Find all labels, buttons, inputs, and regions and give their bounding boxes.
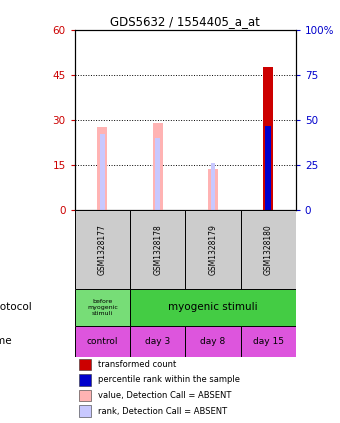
Text: transformed count: transformed count [98,360,176,369]
Bar [100,134,105,210]
Bar [79,390,91,401]
FancyBboxPatch shape [130,210,185,289]
Bar [153,123,163,210]
Bar [155,138,160,210]
Text: myogenic stimuli: myogenic stimuli [168,302,258,312]
FancyBboxPatch shape [130,289,296,326]
Text: day 8: day 8 [200,337,225,346]
FancyBboxPatch shape [185,210,241,289]
Text: protocol: protocol [0,302,32,312]
Text: rank, Detection Call = ABSENT: rank, Detection Call = ABSENT [98,407,227,415]
FancyBboxPatch shape [241,326,296,357]
Bar [208,170,218,210]
Bar [98,127,107,210]
Bar [266,126,271,210]
FancyBboxPatch shape [241,210,296,289]
Bar [79,405,91,417]
Text: time: time [0,336,13,346]
Text: day 3: day 3 [145,337,170,346]
Title: GDS5632 / 1554405_a_at: GDS5632 / 1554405_a_at [110,16,260,28]
Bar [211,163,215,167]
Text: day 15: day 15 [253,337,284,346]
Bar [79,374,91,386]
FancyBboxPatch shape [75,210,130,289]
Text: control: control [87,337,118,346]
FancyBboxPatch shape [75,289,130,326]
Bar [263,67,273,210]
Text: GSM1328180: GSM1328180 [264,224,273,275]
Text: value, Detection Call = ABSENT: value, Detection Call = ABSENT [98,391,232,400]
Text: GSM1328178: GSM1328178 [153,224,162,275]
FancyBboxPatch shape [130,326,185,357]
Bar [211,165,215,210]
FancyBboxPatch shape [75,326,130,357]
Bar [79,359,91,370]
Text: GSM1328179: GSM1328179 [208,224,217,275]
Text: before
myogenic
stimuli: before myogenic stimuli [87,299,118,316]
Text: percentile rank within the sample: percentile rank within the sample [98,376,240,385]
FancyBboxPatch shape [185,326,241,357]
Text: GSM1328177: GSM1328177 [98,224,107,275]
